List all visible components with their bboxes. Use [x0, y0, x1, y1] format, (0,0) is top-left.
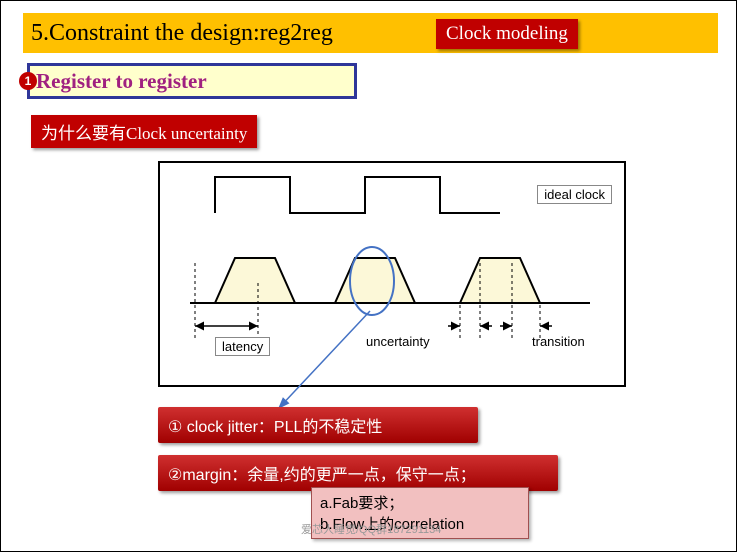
title-bar: 5.Constraint the design:reg2reg — [23, 13, 718, 53]
subnote-a: a.Fab要求； — [320, 492, 520, 513]
why-clock-uncertainty-label: 为什么要有Clock uncertainty — [31, 115, 257, 148]
transition-label: transition — [526, 333, 591, 350]
watermark-text: 爱芯人睡觉/QQ群187291134 — [301, 521, 441, 537]
clock-diagram: ideal clock latency uncertainty transiti… — [158, 161, 626, 387]
ideal-clock-path — [215, 177, 500, 213]
section-header-text: Register to register — [36, 69, 207, 94]
note-margin: ②margin：余量,约的更严一点，保守一点； — [158, 455, 558, 491]
real-trap-2 — [335, 258, 415, 303]
uncertainty-label: uncertainty — [360, 333, 436, 350]
section-number-badge: 1 — [19, 72, 37, 90]
real-trap-1 — [215, 258, 295, 303]
note-clock-jitter: ① clock jitter：PLL的不稳定性 — [158, 407, 478, 443]
latency-label: latency — [215, 337, 270, 356]
ideal-clock-label: ideal clock — [537, 185, 612, 204]
real-trap-3 — [460, 258, 540, 303]
section-header-box: Register to register — [27, 63, 357, 99]
slide-title: 5.Constraint the design:reg2reg — [31, 20, 333, 47]
clock-modeling-badge: Clock modeling — [436, 19, 578, 49]
